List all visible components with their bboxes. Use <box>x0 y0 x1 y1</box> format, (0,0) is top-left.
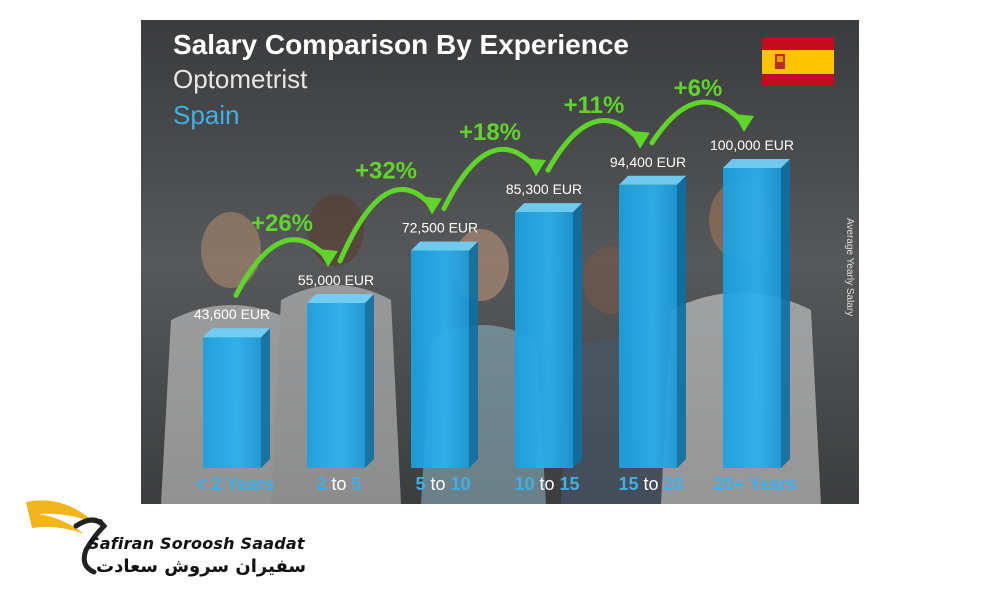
y-axis-label: Average Yearly Salary <box>844 218 855 316</box>
bar-3 <box>411 241 478 468</box>
bar-value-label: 100,000 EUR <box>710 137 794 153</box>
salary-chart: 43,600 EUR < 2 Years 55,000 EUR 2 to 5 72,50… <box>141 20 859 504</box>
x-tick-label: 2 to 5 <box>316 474 361 494</box>
increase-label: +32% <box>355 158 417 185</box>
x-tick-label: < 2 Years <box>196 474 274 494</box>
bar-5 <box>619 175 686 469</box>
bar-6 <box>723 159 790 468</box>
bar-1 <box>203 328 270 468</box>
x-tick-label: 5 to 10 <box>415 474 470 494</box>
x-tick-label: 20+ Years <box>713 474 796 494</box>
logo-name-fa: سفیران سروش سعادت <box>96 556 307 577</box>
bar-value-label: 85,300 EUR <box>506 181 582 197</box>
winged-swan-icon <box>26 500 108 575</box>
bar-value-label: 43,600 EUR <box>194 306 270 322</box>
increase-label: +18% <box>459 119 521 146</box>
bars-layer <box>203 159 790 469</box>
logo-name-en: Safiran Soroosh Saadat <box>88 534 305 553</box>
chart-country: Spain <box>173 100 240 130</box>
labels-layer: 43,600 EUR < 2 Years 55,000 EUR 2 to 5 72,50… <box>194 75 797 494</box>
increase-arrow-3 <box>441 146 546 211</box>
chart-subtitle: Optometrist <box>173 64 308 94</box>
bar-4 <box>515 203 582 468</box>
x-tick-label: 15 to 20 <box>618 474 683 494</box>
increase-arrow-1 <box>233 237 338 298</box>
bar-value-label: 94,400 EUR <box>610 154 686 170</box>
bar-2 <box>307 294 374 468</box>
increase-label: +26% <box>251 210 313 237</box>
bar-value-label: 72,500 EUR <box>402 220 478 236</box>
bar-value-label: 55,000 EUR <box>298 272 374 288</box>
increase-arrow-4 <box>545 118 650 173</box>
increase-label: +11% <box>564 92 625 119</box>
x-tick-label: 10 to 15 <box>514 474 579 494</box>
spain-flag-icon <box>762 38 834 86</box>
increase-arrow-2 <box>337 187 442 264</box>
chart-title: Salary Comparison By Experience <box>173 29 629 60</box>
chart-panel: 43,600 EUR < 2 Years 55,000 EUR 2 to 5 72,50… <box>141 20 859 504</box>
increase-label: +6% <box>674 75 723 102</box>
arrows-layer <box>233 99 754 298</box>
increase-arrow-5 <box>649 99 754 146</box>
